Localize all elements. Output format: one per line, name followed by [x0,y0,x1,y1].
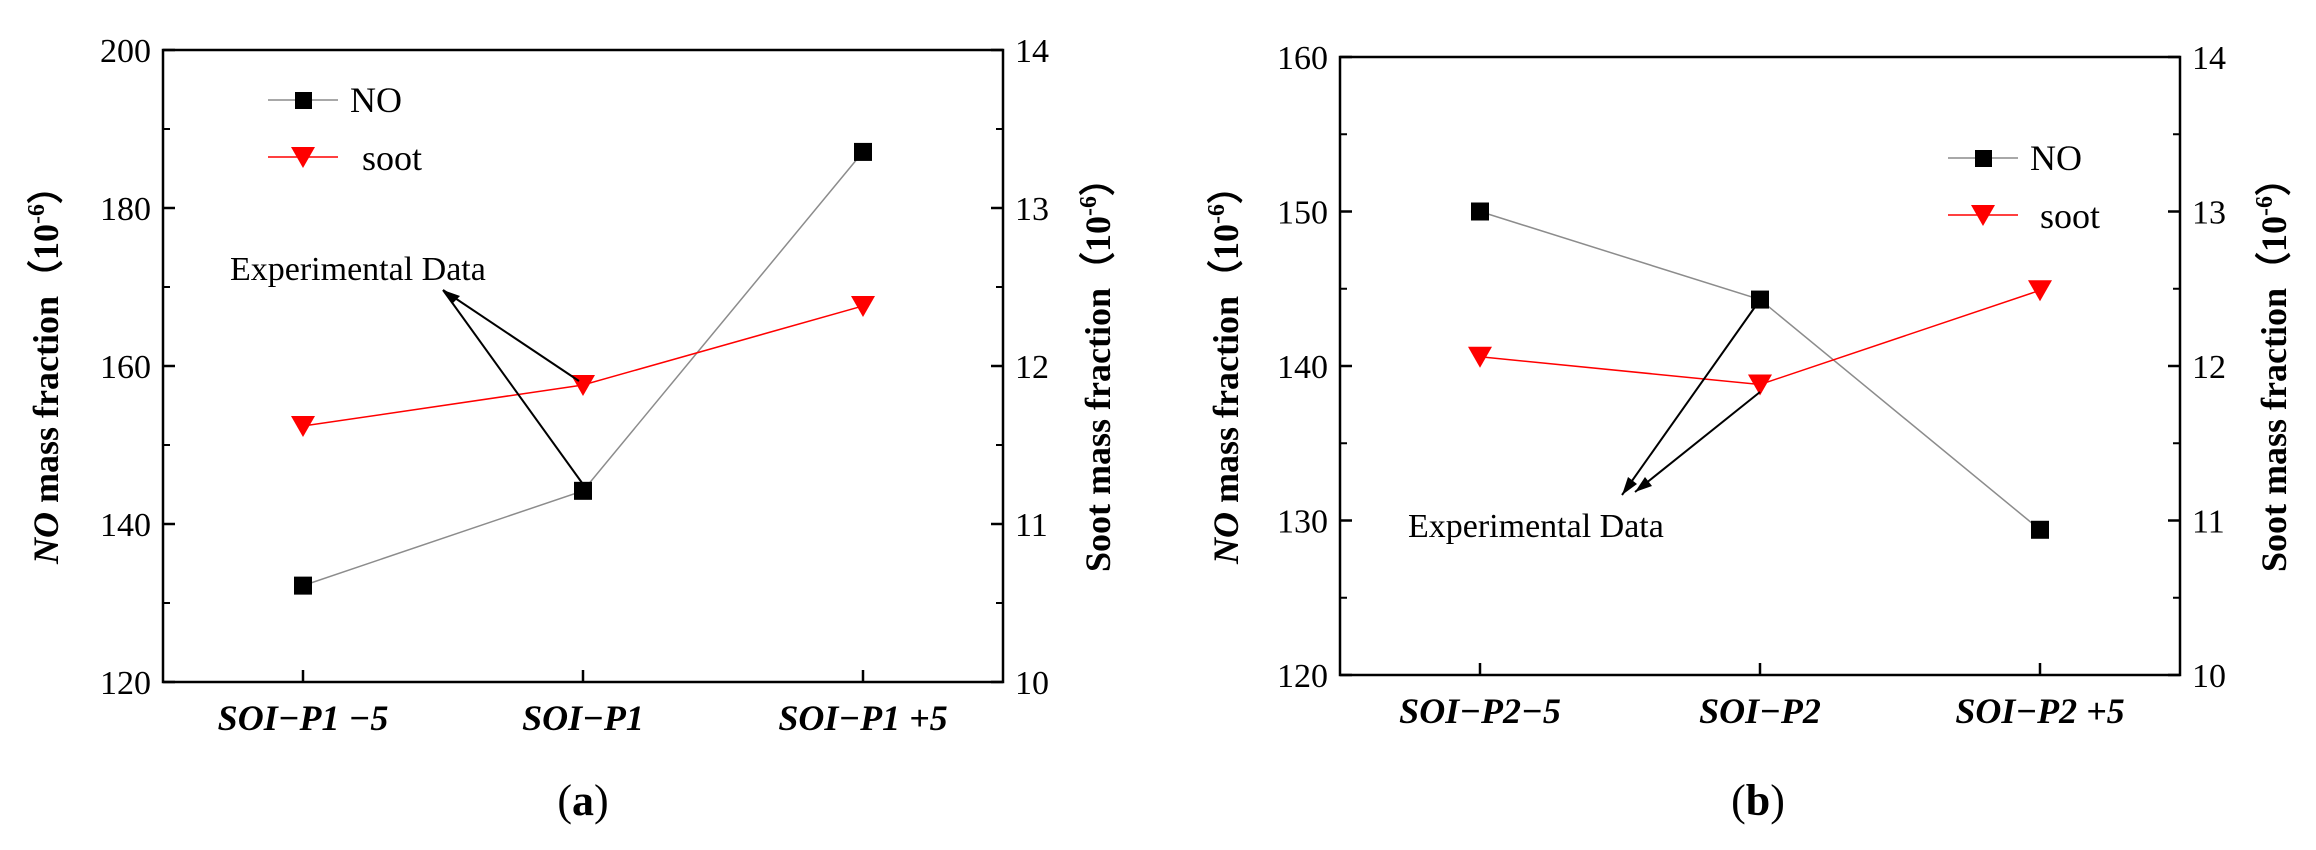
panel-b-right-axis-title: Soot mass fraction（10-6） [2252,160,2294,572]
left-tick-label: 120 [1277,658,1328,695]
panel-a-arrow-line-2 [442,289,580,382]
panel-b-ticks: 120 130 140 150 160 10 11 12 13 14 SOI−P2−5 SOI−P2 S… [1277,40,2226,731]
no-series-line [1479,210,2041,531]
panel-b-arrow-line-1 [1621,296,1763,496]
x-tick-label: SOI−P1 −5 [218,698,389,738]
legend-no-label: NO [2030,138,2082,178]
soot-data-point [1468,346,1492,368]
soot-data-point [2028,280,2052,302]
right-tick-label: 14 [1015,33,1049,70]
x-tick-label: SOI−P1 [522,698,644,738]
legend-no-marker [295,92,312,109]
panel-a: 120 140 160 180 200 10 11 12 13 14 SOI−P1 −5 SOI−P1… [24,33,1118,825]
x-tick-label: SOI−P2 [1699,691,1821,731]
soot-data-point [851,295,875,317]
x-tick-label: SOI−P1 +5 [778,698,947,738]
left-tick-label: 160 [100,349,151,386]
panel-a-left-axis-title: NO mass fraction（10-6） [24,168,66,565]
right-tick-label: 10 [1015,665,1049,702]
left-tick-label: 140 [1277,349,1328,386]
panel-a-series [291,142,875,595]
no-data-point [294,576,312,595]
right-tick-label: 12 [2192,349,2226,386]
panel-b-annotation: Experimental Data [1408,508,1664,545]
right-tick-label: 11 [1015,507,1048,544]
soot-series-line [302,305,864,427]
panel-b-arrow-line-2 [1634,391,1761,493]
x-tick-label: SOI−P2 +5 [1955,691,2124,731]
legend-no-label: NO [350,80,402,120]
right-tick-label: 13 [2192,195,2226,232]
right-tick-label: 10 [2192,658,2226,695]
left-tick-label: 140 [100,507,151,544]
no-data-point [2031,520,2049,539]
panel-b-annotation-arrows [1621,296,1763,496]
no-data-point [854,142,872,161]
right-tick-label: 11 [2192,504,2225,541]
left-tick-label: 200 [100,33,151,70]
no-series-line [302,151,864,587]
panel-a-right-axis-title: Soot mass fraction（10-6） [1076,160,1118,572]
panel-b-label: (b) [1731,776,1785,825]
panel-a-label: (a) [557,776,608,825]
panel-a-legend: NO soot [268,80,422,178]
x-tick-label: SOI−P2−5 [1399,691,1561,731]
panel-a-annotation-arrows [442,289,586,488]
left-tick-label: 120 [100,665,151,702]
legend-soot-marker [1971,205,1995,226]
panel-b-left-axis-title: NO mass fraction（10-6） [1204,168,1246,565]
legend-soot-label: soot [362,138,422,178]
panel-a-arrow-head [443,290,460,304]
panel-a-arrow-line-1 [442,289,586,488]
left-tick-label: 180 [100,191,151,228]
soot-data-point [291,416,315,438]
panel-a-annotation: Experimental Data [230,251,486,288]
legend-soot-label: soot [2040,196,2100,236]
no-data-point [1471,202,1489,221]
panel-b-arrow-head-2 [1635,477,1652,492]
panel-b-arrow-head-1 [1622,477,1637,495]
left-tick-label: 150 [1277,195,1328,232]
panel-b-series [1468,202,2052,539]
panel-a-ticks: 120 140 160 180 200 10 11 12 13 14 SOI−P1 −5 SOI−P1… [100,33,1049,738]
panel-a-plot-frame [161,48,1005,684]
right-tick-label: 12 [1015,349,1049,386]
left-tick-label: 130 [1277,504,1328,541]
legend-no-marker [1975,150,1992,167]
right-tick-label: 13 [1015,191,1049,228]
panel-b: 120 130 140 150 160 10 11 12 13 14 SOI−P2−5 SOI−P2 S… [1204,40,2294,825]
no-data-point [574,481,592,500]
legend-soot-marker [291,147,315,168]
left-tick-label: 160 [1277,40,1328,77]
panel-b-legend: NO soot [1948,138,2100,236]
soot-data-point [1748,374,1772,396]
right-tick-label: 14 [2192,40,2226,77]
